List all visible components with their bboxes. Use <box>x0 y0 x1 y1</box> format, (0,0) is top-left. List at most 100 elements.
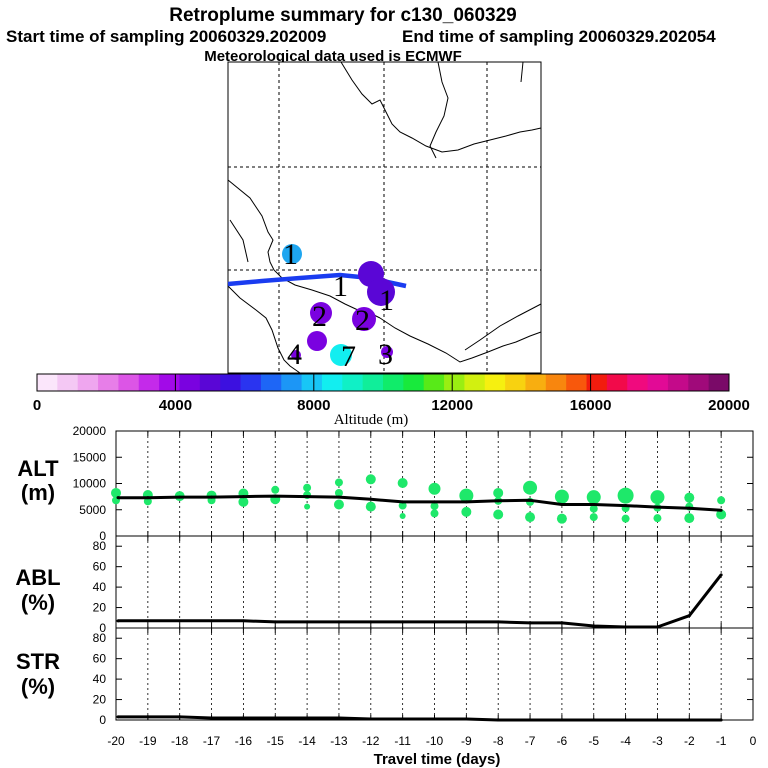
line-point <box>210 716 214 720</box>
x-tick-label: -7 <box>525 734 536 748</box>
line-point <box>305 716 309 720</box>
altitude-dot <box>556 513 567 524</box>
y-tick-label: 40 <box>93 580 107 594</box>
panel-label: STR <box>16 649 60 674</box>
cluster-circle <box>381 346 393 358</box>
line-point <box>369 620 373 624</box>
line-point <box>528 718 532 722</box>
y-tick-label: 80 <box>93 539 107 553</box>
altitude-dot <box>650 490 665 505</box>
cluster-circle <box>352 307 376 331</box>
line-point <box>337 716 341 720</box>
x-tick-label: -8 <box>493 734 504 748</box>
altitude-dot <box>303 483 312 492</box>
line-point <box>178 715 182 719</box>
line-point <box>241 716 245 720</box>
panel-label: ALT <box>17 456 59 481</box>
x-tick-label: -19 <box>139 734 157 748</box>
figure-title: Retroplume summary for c130_060329 <box>169 5 516 26</box>
y-tick-label: 60 <box>93 560 107 574</box>
x-axis: -20 -19 -18 -17 -16 -15 -14 -13 -12 -11 -10 -9 -8 -7-… <box>107 734 756 748</box>
abl-panel: 0 20 40 60 80 ABL(%) <box>15 535 754 635</box>
colorbar-tick-label: 4000 <box>159 397 192 414</box>
y-tick-label: 20 <box>93 601 107 615</box>
altitude-dot <box>554 489 569 504</box>
x-tick-label: -16 <box>235 734 253 748</box>
altitude-dot <box>461 506 472 517</box>
panel-unit-label: (m) <box>21 480 55 505</box>
colorbar-cell <box>403 374 425 391</box>
panel-unit-label: (%) <box>21 590 55 615</box>
line-point <box>273 494 277 498</box>
y-tick-label: 0 <box>99 713 106 727</box>
line-point <box>560 621 564 625</box>
str-panel: 0 20 40 60 80 STR(%) <box>16 627 754 727</box>
panel-label: ABL <box>15 565 60 590</box>
line-point <box>146 619 150 623</box>
colorbar-cell <box>484 374 506 391</box>
altitude-dot <box>493 509 504 520</box>
cluster-circle <box>307 331 327 351</box>
time-series-panels: 05000100001500020000ALT(m)020406080ABL(%… <box>15 424 756 748</box>
abl-line <box>118 573 723 629</box>
line-point <box>496 499 500 503</box>
met-data: Meteorological data used is ECMWF <box>204 48 462 65</box>
line-point <box>592 624 596 628</box>
line-point <box>433 500 436 504</box>
line-point <box>719 718 723 722</box>
colorbar-cell <box>545 374 567 391</box>
line-point <box>464 500 468 504</box>
x-axis-label: Travel time (days) <box>374 751 501 768</box>
line-point <box>146 715 150 719</box>
colorbar-cell <box>667 374 689 391</box>
alt-panel: 0 5000 10000 15000 20000 ALT(m) <box>17 424 754 543</box>
altitude-dot <box>333 499 344 510</box>
colorbar-tick-label: 0 <box>33 397 41 414</box>
line-point <box>241 495 245 499</box>
y-tick-label: 0 <box>99 529 106 543</box>
cluster-circle <box>330 344 352 366</box>
line-point <box>687 718 691 722</box>
altitude-dot <box>586 490 601 505</box>
line-point <box>719 573 723 577</box>
altitude-dot <box>304 503 311 510</box>
altitude-dot <box>238 496 249 507</box>
line-point <box>464 620 468 624</box>
cluster-label: 1 <box>379 284 394 317</box>
str-line <box>118 715 722 722</box>
colorbar-cell <box>708 374 730 391</box>
altitude-dot <box>430 509 439 518</box>
y-tick-label: 60 <box>93 652 107 666</box>
cluster-label: 7 <box>341 340 356 373</box>
y-tick-label: 20000 <box>73 424 107 438</box>
colorbar-cell <box>118 374 140 391</box>
altitude-dot <box>399 513 406 520</box>
altitude-dot <box>430 502 439 511</box>
colorbar-cell <box>342 374 364 391</box>
altitude-dot <box>365 501 376 512</box>
line-point <box>560 503 564 506</box>
colorbar-cell <box>179 374 201 391</box>
colorbar-cell <box>159 374 180 391</box>
line-point <box>146 496 150 500</box>
colorbar-cell <box>647 374 669 391</box>
colorbar-cell <box>525 374 547 391</box>
line-point <box>210 619 214 623</box>
x-tick-label: -1 <box>716 734 727 748</box>
line-point <box>687 614 691 618</box>
colorbar-cell <box>220 374 242 391</box>
coastlines <box>227 61 542 374</box>
colorbar-cell <box>423 374 445 391</box>
colorbar-cell <box>383 374 404 391</box>
colorbar-cell <box>301 374 323 391</box>
line-point <box>401 717 405 721</box>
x-tick-label: -4 <box>620 734 631 748</box>
line-point <box>592 718 596 722</box>
x-tick-label: -12 <box>362 734 380 748</box>
line-point <box>433 717 436 721</box>
y-tick-label: 40 <box>93 672 107 686</box>
line-point <box>655 718 659 722</box>
line-point <box>496 620 500 624</box>
cluster-label: 1 <box>283 238 298 271</box>
